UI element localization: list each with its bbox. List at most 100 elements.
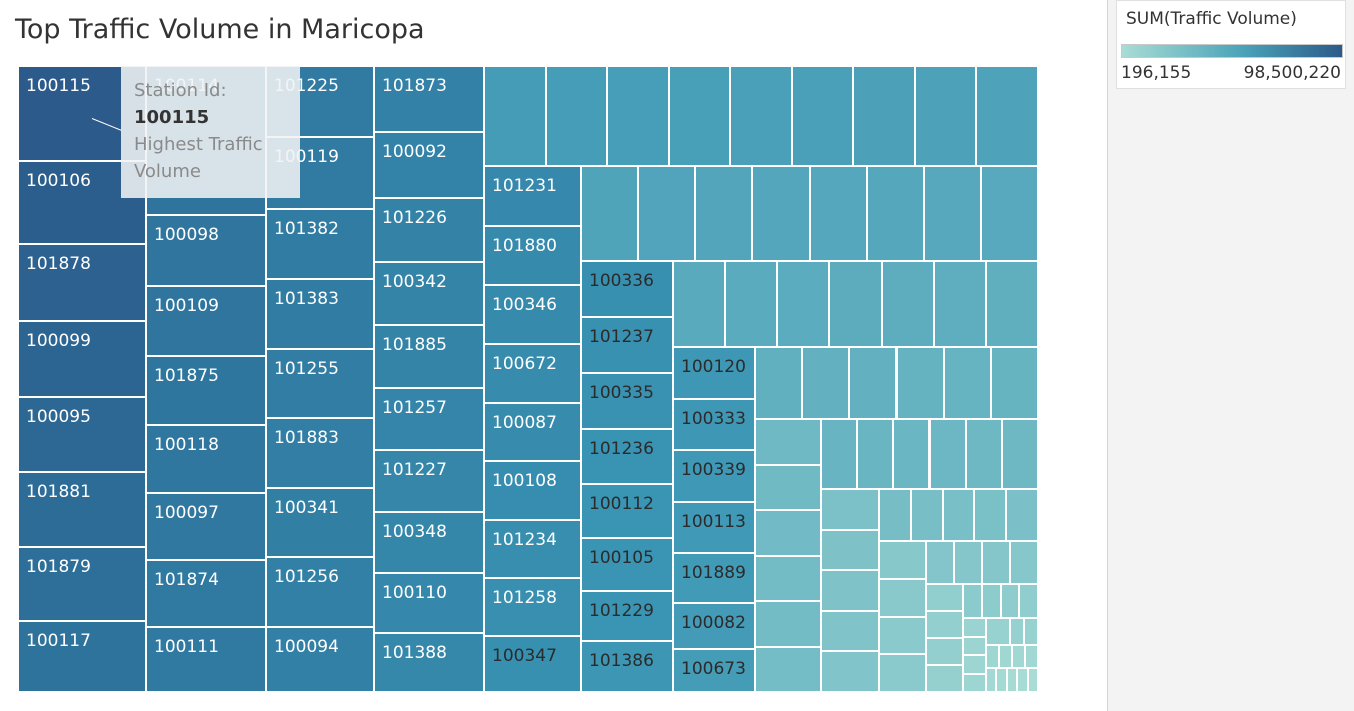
treemap-cell[interactable] — [879, 578, 926, 617]
treemap-cell[interactable] — [923, 166, 981, 261]
treemap-cell[interactable]: 100333 — [673, 399, 755, 450]
treemap-cell[interactable] — [999, 645, 1012, 668]
treemap-cell[interactable]: 100346 — [484, 285, 581, 344]
treemap-cell[interactable]: 101873 — [374, 66, 484, 132]
treemap-cell[interactable] — [777, 261, 830, 347]
treemap-cell[interactable] — [963, 584, 982, 618]
treemap-cell[interactable]: 101255 — [266, 349, 374, 418]
treemap-cell[interactable]: 100673 — [673, 649, 755, 692]
treemap-cell[interactable] — [849, 347, 897, 419]
treemap-cell[interactable] — [1006, 489, 1038, 541]
treemap-cell[interactable] — [821, 651, 879, 692]
treemap-cell[interactable] — [638, 166, 696, 261]
treemap-cell[interactable]: 100347 — [484, 636, 581, 692]
treemap-cell[interactable]: 101388 — [374, 633, 484, 692]
treemap-cell[interactable]: 100336 — [581, 261, 673, 317]
treemap-cell[interactable] — [910, 489, 943, 541]
treemap-cell[interactable]: 100099 — [18, 321, 146, 397]
treemap-cell[interactable]: 101889 — [673, 553, 755, 603]
treemap-cell[interactable] — [982, 541, 1010, 584]
treemap-cell[interactable] — [545, 66, 608, 166]
treemap-cell[interactable] — [963, 673, 986, 692]
treemap-cell[interactable] — [866, 166, 924, 261]
treemap-cell[interactable]: 100082 — [673, 603, 755, 649]
treemap-cell[interactable]: 100342 — [374, 262, 484, 325]
treemap-cell[interactable] — [926, 638, 963, 665]
treemap-cell[interactable] — [1024, 618, 1038, 645]
treemap-cell[interactable] — [974, 489, 1007, 541]
treemap-cell[interactable] — [1000, 584, 1020, 618]
treemap-cell[interactable] — [926, 665, 963, 692]
treemap-cell[interactable] — [963, 655, 986, 674]
treemap-cell[interactable] — [896, 347, 944, 419]
treemap-cell[interactable] — [484, 66, 546, 166]
treemap-cell[interactable]: 100111 — [146, 627, 266, 692]
treemap-cell[interactable]: 100097 — [146, 493, 266, 560]
treemap-cell[interactable]: 101874 — [146, 560, 266, 627]
treemap-cell[interactable] — [853, 66, 915, 166]
treemap[interactable]: 100115 100106 101878 100099 100095 101881 1018… — [18, 66, 1038, 692]
treemap-cell[interactable]: 101258 — [484, 578, 581, 636]
treemap-cell[interactable] — [881, 261, 934, 347]
treemap-cell[interactable] — [1006, 668, 1018, 692]
treemap-cell[interactable] — [954, 541, 982, 584]
treemap-cell[interactable] — [791, 66, 854, 166]
treemap-cell[interactable] — [821, 419, 858, 489]
treemap-cell[interactable]: 100120 — [673, 347, 755, 399]
treemap-cell[interactable] — [755, 646, 821, 692]
treemap-cell[interactable] — [607, 66, 669, 166]
treemap-cell[interactable]: 100094 — [266, 627, 374, 692]
treemap-cell[interactable]: 101231 — [484, 166, 581, 226]
treemap-cell[interactable] — [879, 541, 926, 579]
treemap-cell[interactable]: 100339 — [673, 450, 755, 502]
treemap-cell[interactable]: 100113 — [673, 502, 755, 553]
treemap-cell[interactable]: 101386 — [581, 641, 673, 692]
treemap-cell[interactable]: 100098 — [146, 215, 266, 286]
treemap-cell[interactable] — [914, 66, 977, 166]
treemap-cell[interactable]: 101234 — [484, 520, 581, 578]
treemap-cell[interactable] — [965, 419, 1002, 489]
treemap-cell[interactable] — [963, 636, 986, 655]
treemap-cell[interactable] — [986, 668, 997, 692]
treemap-cell[interactable]: 100672 — [484, 344, 581, 403]
treemap-cell[interactable]: 101226 — [374, 198, 484, 262]
treemap-cell[interactable] — [829, 261, 882, 347]
treemap-cell[interactable]: 100112 — [581, 484, 673, 538]
treemap-cell[interactable]: 101256 — [266, 557, 374, 627]
treemap-cell[interactable] — [996, 668, 1007, 692]
treemap-cell[interactable] — [725, 261, 778, 347]
treemap-cell[interactable]: 101257 — [374, 388, 484, 450]
treemap-cell[interactable] — [986, 645, 999, 668]
treemap-cell[interactable]: 101883 — [266, 418, 374, 488]
treemap-cell[interactable] — [1012, 645, 1025, 668]
treemap-cell[interactable] — [1001, 419, 1038, 489]
treemap-cell[interactable] — [1027, 668, 1038, 692]
treemap-cell[interactable]: 100335 — [581, 373, 673, 429]
treemap-cell[interactable] — [695, 166, 753, 261]
treemap-cell[interactable]: 101229 — [581, 591, 673, 641]
treemap-cell[interactable] — [821, 529, 879, 571]
treemap-cell[interactable] — [802, 347, 850, 419]
treemap-cell[interactable]: 100095 — [18, 397, 146, 472]
treemap-cell[interactable] — [963, 618, 986, 637]
treemap-cell[interactable] — [821, 489, 879, 530]
treemap-cell[interactable] — [755, 464, 821, 510]
treemap-cell[interactable] — [1017, 668, 1028, 692]
treemap-cell[interactable]: 100117 — [18, 621, 146, 692]
treemap-cell[interactable] — [755, 510, 821, 556]
treemap-cell[interactable] — [730, 66, 792, 166]
treemap-cell[interactable] — [755, 419, 821, 465]
treemap-cell[interactable]: 101875 — [146, 356, 266, 425]
treemap-cell[interactable]: 101236 — [581, 429, 673, 484]
treemap-cell[interactable] — [879, 616, 926, 655]
treemap-cell[interactable]: 100348 — [374, 512, 484, 573]
treemap-cell[interactable] — [1025, 645, 1038, 668]
treemap-cell[interactable] — [821, 610, 879, 652]
treemap-cell[interactable] — [1010, 618, 1024, 645]
treemap-cell[interactable]: 101382 — [266, 209, 374, 279]
treemap-cell[interactable] — [980, 166, 1038, 261]
treemap-cell[interactable] — [926, 611, 963, 638]
treemap-cell[interactable]: 101879 — [18, 547, 146, 621]
treemap-cell[interactable]: 100341 — [266, 488, 374, 557]
treemap-cell[interactable] — [755, 347, 803, 419]
